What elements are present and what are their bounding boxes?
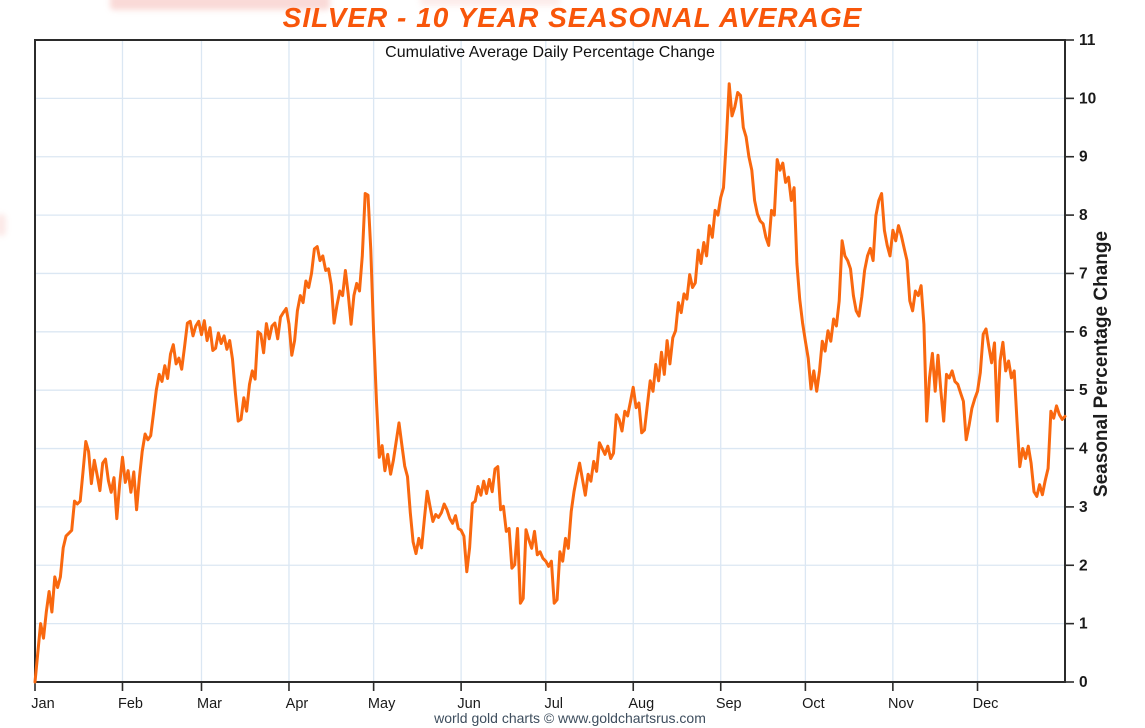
svg-text:2: 2 — [1079, 557, 1088, 574]
svg-text:May: May — [368, 696, 396, 712]
svg-text:Apr: Apr — [286, 696, 309, 712]
chart-subtitle: Cumulative Average Daily Percentage Chan… — [385, 44, 715, 61]
faded-watermark — [420, 0, 560, 6]
y-axis-label-text: Seasonal Percentage Change — [1091, 230, 1113, 498]
svg-text:Jul: Jul — [544, 696, 563, 712]
svg-text:1: 1 — [1079, 616, 1088, 633]
svg-text:7: 7 — [1079, 265, 1088, 282]
plot-frame — [34, 39, 1066, 683]
svg-text:10: 10 — [1079, 90, 1096, 107]
percent-tick-labels: 0 1 2 3 4 5 6 7 8 9 10 11 — [1079, 32, 1096, 691]
svg-text:0: 0 — [1079, 674, 1088, 691]
month-tick-labels: Jan Feb Mar Apr May Jun Jul Aug Sep Oct Nov Dec — [31, 696, 998, 712]
seasonal-average-line — [33, 82, 1067, 684]
svg-text:9: 9 — [1079, 149, 1088, 166]
svg-text:4: 4 — [1079, 441, 1088, 458]
axis-ticks — [34, 39, 1074, 691]
y-axis-label: Seasonal Percentage Change — [1072, 0, 1132, 728]
svg-text:5: 5 — [1079, 382, 1088, 399]
svg-text:8: 8 — [1079, 207, 1088, 224]
svg-text:Jun: Jun — [457, 696, 480, 712]
svg-text:Sep: Sep — [716, 696, 742, 712]
svg-text:Mar: Mar — [197, 696, 222, 712]
svg-text:Nov: Nov — [888, 696, 915, 712]
svg-text:Oct: Oct — [802, 696, 825, 712]
svg-text:11: 11 — [1079, 32, 1096, 49]
faded-watermark — [0, 214, 6, 236]
svg-text:3: 3 — [1079, 499, 1088, 516]
plot-gridlines — [35, 40, 1065, 682]
svg-text:Jan: Jan — [31, 696, 54, 712]
chart-footer: world gold charts © www.goldchartsrus.co… — [434, 710, 706, 726]
svg-text:6: 6 — [1079, 324, 1088, 341]
svg-text:Aug: Aug — [628, 696, 654, 712]
faded-watermark — [110, 0, 330, 10]
svg-text:Dec: Dec — [973, 696, 999, 712]
svg-text:Feb: Feb — [118, 696, 143, 712]
chart-title: SILVER - 10 YEAR SEASONAL AVERAGE — [282, 2, 863, 33]
